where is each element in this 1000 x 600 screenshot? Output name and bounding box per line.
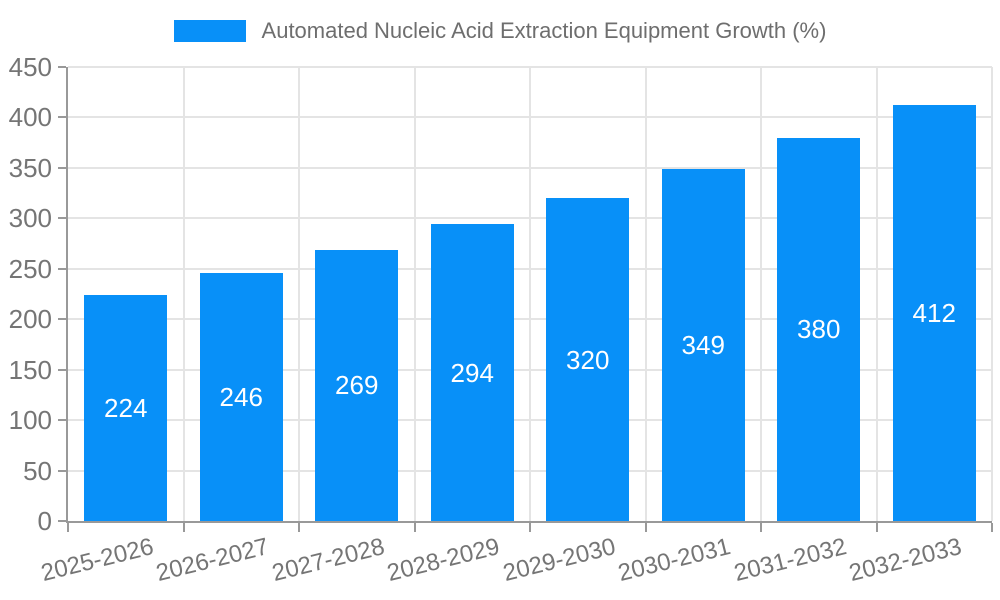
y-axis-tick xyxy=(58,66,66,68)
grid-line-vertical xyxy=(991,67,993,521)
y-axis-label: 50 xyxy=(23,455,52,486)
y-axis-label: 350 xyxy=(8,152,52,183)
bar-value-label: 320 xyxy=(566,344,610,375)
bar[interactable] xyxy=(777,137,861,521)
x-axis-label: 2028-2029 xyxy=(384,533,503,587)
y-axis-label: 250 xyxy=(8,253,52,284)
bar[interactable] xyxy=(546,198,630,521)
x-axis-label: 2031-2032 xyxy=(731,533,850,587)
x-axis-label: 2030-2031 xyxy=(615,533,734,587)
y-axis-tick xyxy=(58,520,66,522)
y-axis-label: 150 xyxy=(8,354,52,385)
x-axis-label: 2032-2033 xyxy=(846,533,965,587)
x-axis-label: 2029-2030 xyxy=(500,533,619,587)
y-axis-label: 100 xyxy=(8,405,52,436)
x-axis-tick xyxy=(875,523,878,532)
grid-line-vertical xyxy=(760,67,762,521)
y-axis-label: 450 xyxy=(8,52,52,82)
y-axis-tick xyxy=(58,469,66,472)
y-axis-label: 400 xyxy=(8,102,52,133)
x-axis-tick xyxy=(298,523,300,532)
y-axis-tick xyxy=(58,116,66,119)
x-axis-tick xyxy=(644,523,647,532)
bar-value-label: 269 xyxy=(335,370,379,401)
bar-value-label: 246 xyxy=(219,381,263,412)
y-axis-tick xyxy=(58,217,66,220)
bar-value-label: 224 xyxy=(104,393,148,423)
x-axis-tick xyxy=(529,523,531,532)
x-axis-label: 2027-2028 xyxy=(269,533,388,587)
x-axis-label: 2025-2026 xyxy=(38,533,157,587)
y-axis-tick xyxy=(58,419,66,422)
bar[interactable] xyxy=(892,105,976,521)
grid-line-vertical xyxy=(298,67,300,521)
grid-line-vertical xyxy=(182,67,185,521)
bar[interactable] xyxy=(199,272,283,521)
y-axis-label: 300 xyxy=(8,203,52,234)
grid-line-vertical xyxy=(644,67,647,521)
bar[interactable] xyxy=(430,224,514,521)
bar-value-label: 349 xyxy=(681,329,725,360)
y-axis-line xyxy=(66,67,68,523)
bar[interactable] xyxy=(315,249,399,521)
x-axis-tick xyxy=(67,523,69,532)
bar[interactable] xyxy=(661,168,745,521)
bar-value-label: 380 xyxy=(797,314,841,345)
y-axis-tick xyxy=(58,318,66,321)
x-axis-tick xyxy=(760,523,762,532)
y-axis-label: 0 xyxy=(37,506,52,536)
grid-line-vertical xyxy=(875,67,878,521)
y-axis-label: 200 xyxy=(8,304,52,335)
x-axis-label: 2026-2027 xyxy=(153,533,272,587)
x-axis-line xyxy=(66,521,992,523)
y-axis-tick xyxy=(58,267,66,270)
x-axis-tick xyxy=(991,523,993,532)
x-axis-tick xyxy=(182,523,185,532)
legend-label: Automated Nucleic Acid Extraction Equipm… xyxy=(261,18,827,43)
legend-swatch[interactable] xyxy=(173,20,246,42)
bar[interactable] xyxy=(84,295,168,521)
y-axis-tick xyxy=(58,368,66,371)
x-axis-tick xyxy=(413,523,416,532)
bar-value-label: 294 xyxy=(450,357,494,388)
legend[interactable]: Automated Nucleic Acid Extraction Equipm… xyxy=(0,18,1000,44)
grid-line-vertical xyxy=(413,67,416,521)
y-axis-tick xyxy=(58,166,66,169)
grid-line-vertical xyxy=(529,67,531,521)
bar-value-label: 412 xyxy=(912,298,956,329)
